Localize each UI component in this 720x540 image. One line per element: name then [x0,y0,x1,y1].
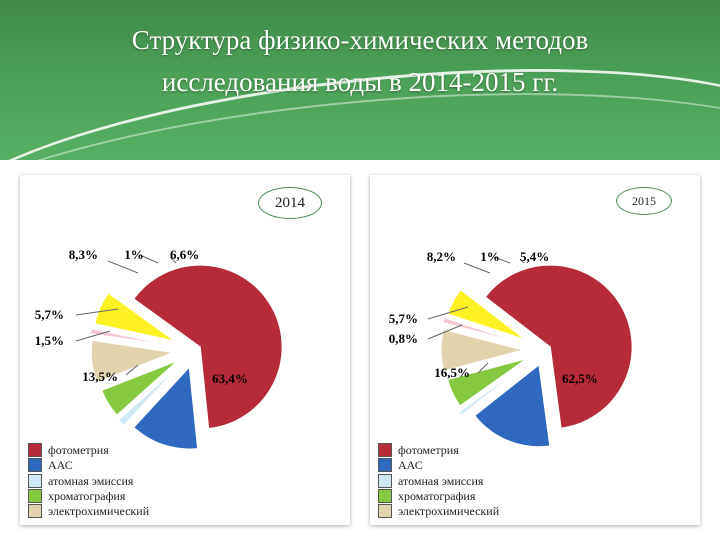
slice-label: 0,8% [389,331,418,346]
pie-chart: 63,4% 13,5% 1,5% 5,7% 8,3% 1% 6,6% [20,205,350,465]
legend: фотометрияААС атомная эмиссияхроматографи… [378,443,499,519]
legend-label: атомная эмиссия [48,474,133,488]
leader-line [464,263,490,273]
slice-label: 1% [480,249,500,264]
legend: фотометрияААС атомная эмиссияхроматографи… [28,443,149,519]
slice-label: 62,5% [562,371,598,386]
legend-swatch [28,474,42,488]
legend-label: фотометрия [48,443,109,457]
legend-item: электрохимический [378,504,499,518]
legend-label: хроматография [398,489,475,503]
legend-label: электрохимический [398,504,499,518]
legend-item: ААС [378,458,499,472]
slice-label: 8,3% [69,247,98,262]
legend-label: фотометрия [398,443,459,457]
slice-label: 13,5% [82,369,118,384]
slice-label: 5,4% [520,249,549,264]
legend-item: фотометрия [378,443,499,457]
slice-label: 16,5% [434,365,470,380]
title-line-1: Структура физико-химических методов [132,25,588,55]
leader-line [108,261,138,273]
legend-label: электрохимический [48,504,149,518]
slice-label: 5,7% [35,307,64,322]
legend-swatch [378,474,392,488]
legend-swatch [378,458,392,472]
legend-item: атомная эмиссия [378,474,499,488]
legend-label: атомная эмиссия [398,474,483,488]
legend-swatch [28,458,42,472]
legend-swatch [378,489,392,503]
slice-label: 1% [124,247,144,262]
legend-label: хроматография [48,489,125,503]
legend-swatch [378,443,392,457]
legend-item: хроматография [28,489,149,503]
slice-label: 5,7% [389,311,418,326]
slice-label: 6,6% [170,247,199,262]
chart-panels: 201463,4%13,5%1,5%5,7%8,3%1%6,6%фотометр… [20,175,700,525]
slice-label: 8,2% [427,249,456,264]
chart-panel-2015: 201562,5%16,5%0,8%5,7%8,2%1%5,4%фотометр… [370,175,700,525]
pie-chart: 62,5% 16,5% 0,8% 5,7% 8,2% 1% 5,4% [370,205,700,465]
chart-panel-2014: 201463,4%13,5%1,5%5,7%8,3%1%6,6%фотометр… [20,175,350,525]
legend-swatch [28,443,42,457]
legend-label: ААС [48,458,73,472]
slice-label: 63,4% [212,371,248,386]
title-line-2: исследования воды в 2014-2015 гг. [162,67,558,97]
page-title: Структура физико-химических методов иссл… [0,20,720,104]
legend-label: ААС [398,458,423,472]
legend-item: атомная эмиссия [28,474,149,488]
legend-item: ААС [28,458,149,472]
slice-label: 1,5% [35,333,64,348]
legend-item: хроматография [378,489,499,503]
legend-swatch [28,504,42,518]
legend-swatch [28,489,42,503]
legend-item: электрохимический [28,504,149,518]
legend-item: фотометрия [28,443,149,457]
legend-swatch [378,504,392,518]
